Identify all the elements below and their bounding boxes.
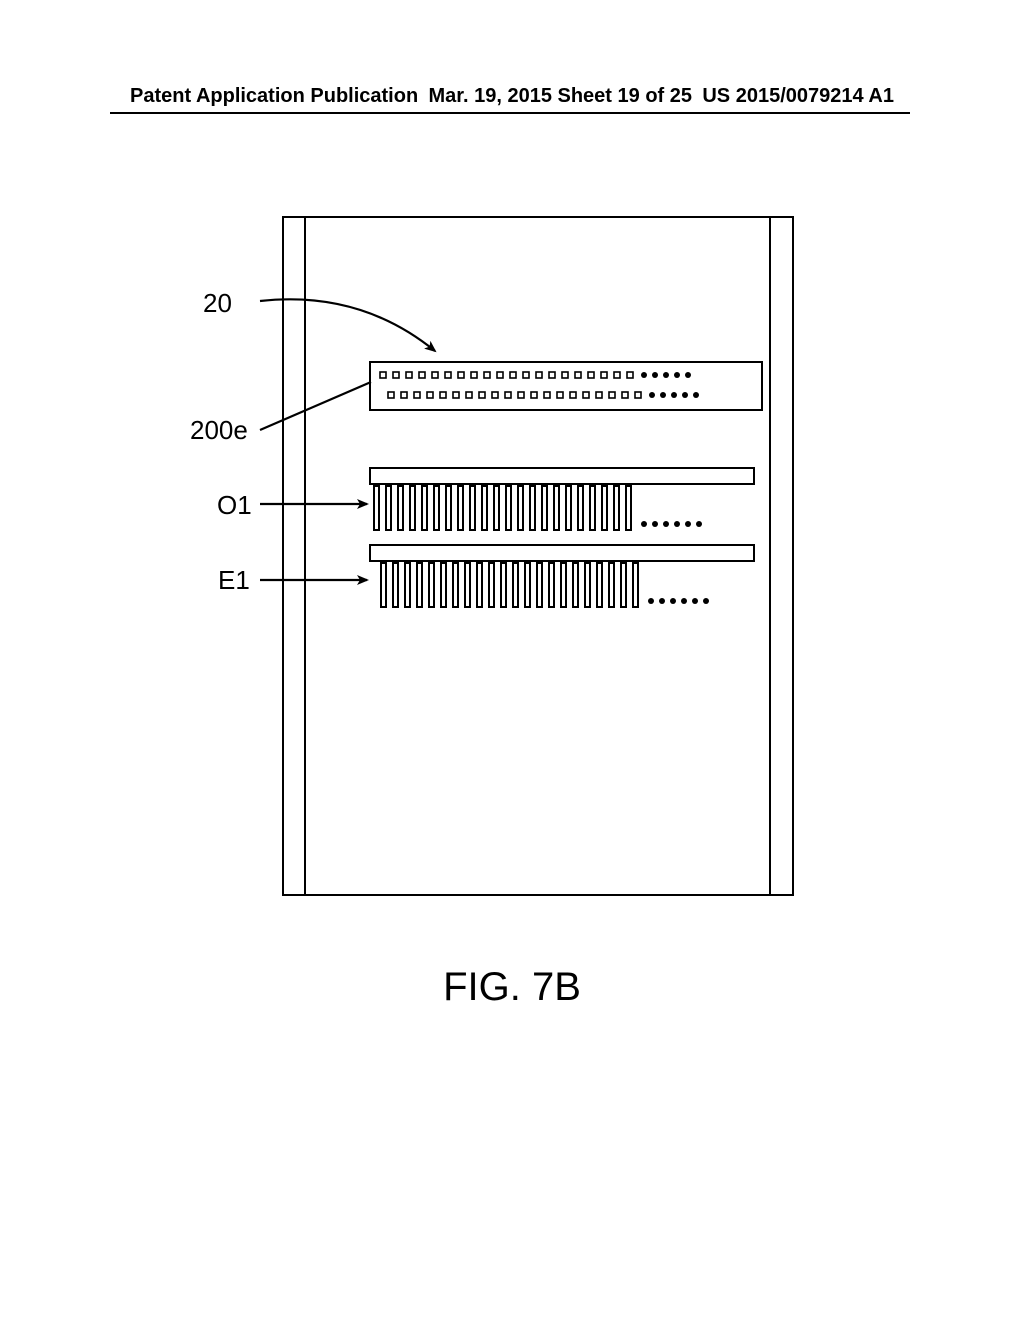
- nozzle: [588, 372, 594, 378]
- nozzle: [570, 392, 576, 398]
- continuation-dot: [652, 372, 658, 378]
- nozzle: [497, 372, 503, 378]
- nozzle: [414, 392, 420, 398]
- nozzle: [440, 392, 446, 398]
- nozzle: [401, 392, 407, 398]
- nozzle: [484, 372, 490, 378]
- leader-200e: [260, 382, 371, 430]
- nozzle: [388, 392, 394, 398]
- comb-E1: [370, 545, 754, 607]
- nozzle: [505, 392, 511, 398]
- continuation-dot: [660, 392, 666, 398]
- nozzle: [523, 372, 529, 378]
- continuation-dot: [649, 392, 655, 398]
- nozzle: [380, 372, 386, 378]
- nozzle: [609, 392, 615, 398]
- continuation-dot: [685, 372, 691, 378]
- nozzle: [432, 372, 438, 378]
- nozzle: [549, 372, 555, 378]
- nozzle: [518, 392, 524, 398]
- page: Patent Application Publication Mar. 19, …: [0, 0, 1024, 1320]
- nozzle: [445, 372, 451, 378]
- comb-O1: [370, 468, 754, 530]
- nozzle: [406, 372, 412, 378]
- continuation-dot: [693, 392, 699, 398]
- continuation-dot: [682, 392, 688, 398]
- nozzle: [427, 392, 433, 398]
- printhead-box: [370, 362, 762, 410]
- nozzle: [510, 372, 516, 378]
- continuation-dot: [674, 372, 680, 378]
- figure-caption: FIG. 7B: [0, 965, 1024, 1010]
- nozzle: [458, 372, 464, 378]
- nozzle: [466, 392, 472, 398]
- nozzle: [536, 372, 542, 378]
- leader-20: [260, 299, 435, 351]
- nozzle: [453, 392, 459, 398]
- nozzle: [544, 392, 550, 398]
- nozzle: [614, 372, 620, 378]
- nozzle: [635, 392, 641, 398]
- diagram-svg: [0, 0, 1024, 1320]
- nozzle: [575, 372, 581, 378]
- nozzle: [627, 372, 633, 378]
- continuation-dot: [671, 392, 677, 398]
- nozzle: [562, 372, 568, 378]
- nozzle: [557, 392, 563, 398]
- nozzle: [622, 392, 628, 398]
- nozzle: [583, 392, 589, 398]
- nozzle: [393, 372, 399, 378]
- nozzle: [596, 392, 602, 398]
- continuation-dot: [663, 372, 669, 378]
- continuation-dot: [641, 372, 647, 378]
- nozzle: [471, 372, 477, 378]
- nozzle: [479, 392, 485, 398]
- nozzle: [492, 392, 498, 398]
- nozzle: [531, 392, 537, 398]
- nozzle: [601, 372, 607, 378]
- nozzle: [419, 372, 425, 378]
